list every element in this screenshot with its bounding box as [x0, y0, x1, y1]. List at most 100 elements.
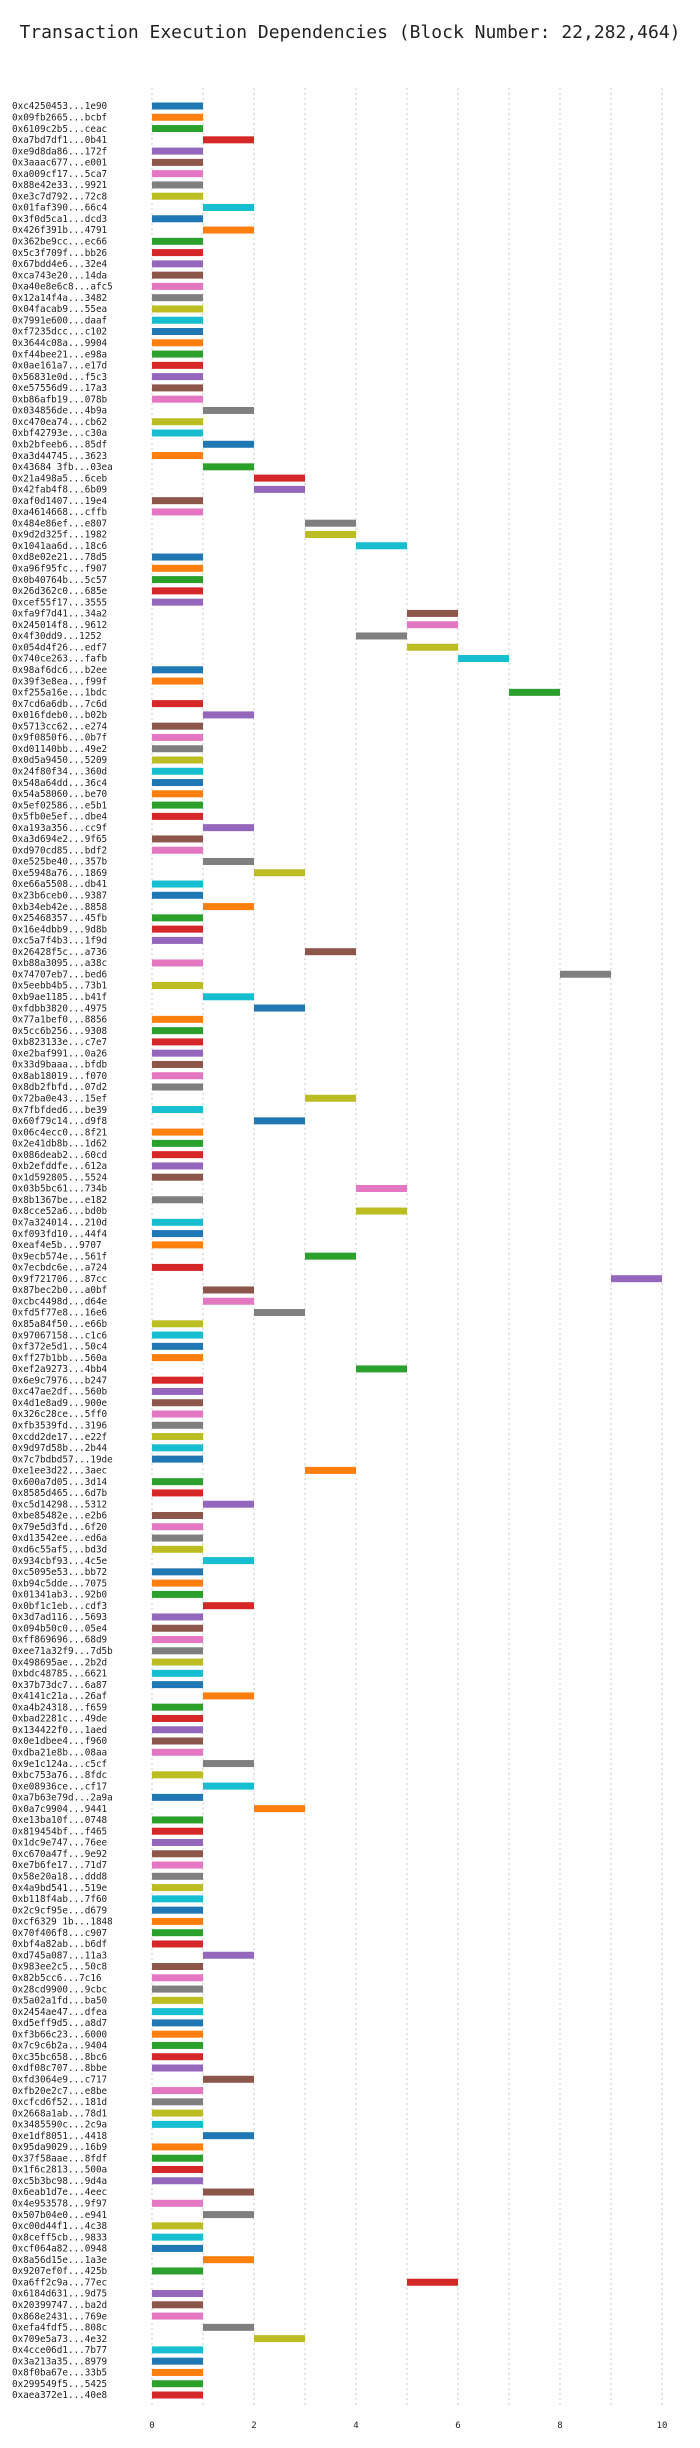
- bar: [152, 1106, 203, 1114]
- bar: [152, 1455, 203, 1463]
- bar: [152, 1433, 203, 1441]
- y-tick-label: 0xb2efddfe...612a: [12, 1161, 107, 1172]
- y-tick-label: 0x39f3e8ea...f99f: [12, 676, 107, 687]
- bar: [152, 2222, 203, 2230]
- y-tick-label: 0x326c28ce...5ff0: [12, 1409, 107, 1420]
- bar: [152, 2267, 203, 2275]
- y-tick-label: 0x5713cc62...e274: [12, 721, 108, 732]
- bar: [152, 1884, 203, 1892]
- x-tick-label: 6: [455, 2421, 460, 2431]
- bar: [305, 948, 356, 956]
- y-tick-label: 0xbad2281c...49de: [12, 1714, 108, 1725]
- y-tick-label: 0x0a7c9904...9441: [12, 1804, 107, 1815]
- x-tick-label: 4: [353, 2421, 358, 2431]
- bar: [152, 1196, 203, 1204]
- bar: [203, 2323, 254, 2331]
- bar: [152, 2380, 203, 2388]
- y-tick-label: 0xd01140bb...49e2: [12, 744, 107, 755]
- y-tick-label: 0xf372e5d1...50c4: [12, 1342, 108, 1353]
- y-tick-label: 0x5a02a1fd...ba50: [12, 1996, 107, 2007]
- bar: [152, 564, 203, 572]
- y-tick-label: 0xbf4a82ab...b6df: [12, 1939, 107, 1950]
- y-tick-label: 0xff27b1bb...560a: [12, 1353, 107, 1364]
- y-tick-label: 0x88e42e33...9921: [12, 180, 107, 191]
- bar: [203, 1951, 254, 1959]
- bar: [203, 1602, 254, 1610]
- y-tick-label: 0xc470ea74...cb62: [12, 417, 107, 428]
- bar: [152, 1579, 203, 1587]
- bar: [152, 1511, 203, 1519]
- bar: [152, 2008, 203, 2016]
- y-tick-label: 0xfa9f7d41...34a2: [12, 609, 107, 620]
- y-tick-label: 0xcf6329 1b...1848: [12, 1917, 113, 1928]
- bar: [152, 1376, 203, 1384]
- bar-layer: [152, 102, 662, 2399]
- y-tick-label: 0xc670a47f...9e92: [12, 1849, 107, 1860]
- bar: [152, 305, 203, 313]
- y-tick-label: 0x60f79c14...d9f8: [12, 1116, 107, 1127]
- y-tick-label: 0xf3b66c23...6000: [12, 2029, 107, 2040]
- bar: [152, 2053, 203, 2061]
- bar: [152, 553, 203, 561]
- y-tick-label: 0xa3d44745...3623: [12, 451, 107, 462]
- y-tick-label: 0x25468357...45fb: [12, 913, 108, 924]
- y-tick-label: 0xe66a5508...db41: [12, 879, 107, 890]
- y-tick-label: 0xcdd2de17...e22f: [12, 1432, 107, 1443]
- bar: [152, 1128, 203, 1136]
- y-tick-label: 0x09fb2665...bcbf: [12, 112, 107, 123]
- y-tick-label: 0x054d4f26...edf7: [12, 642, 107, 653]
- bar: [152, 1534, 203, 1542]
- bar: [152, 1636, 203, 1644]
- y-tick-label: 0xc00d44f1...4c38: [12, 2221, 107, 2232]
- bar: [152, 1151, 203, 1159]
- bar: [254, 2335, 305, 2343]
- y-tick-label: 0xe1df8051...4418: [12, 2131, 107, 2142]
- bar: [152, 1906, 203, 1914]
- y-tick-label: 0x7c9c6b2a...9404: [12, 2041, 108, 2052]
- y-tick-label: 0x2e41db8b...1d62: [12, 1139, 107, 1150]
- y-tick-label: 0xb118f4ab...7f60: [12, 1894, 107, 1905]
- y-tick-label: 0xe525be40...357b: [12, 857, 108, 868]
- bar: [152, 373, 203, 381]
- bar: [152, 1342, 203, 1350]
- bar: [407, 643, 458, 651]
- y-tick-label: 0xcfcd6f52...181d: [12, 2097, 107, 2108]
- y-tick-label: 0x8db2fbfd...07d2: [12, 1082, 107, 1093]
- bar: [152, 1793, 203, 1801]
- y-tick-label: 0x3aaac677...e001: [12, 158, 107, 169]
- x-tick-label: 0: [149, 2421, 154, 2431]
- y-tick-label: 0xe2baf991...0a26: [12, 1048, 107, 1059]
- y-tick-label: 0xa7b63e79d...2a9a: [12, 1793, 113, 1804]
- bar: [152, 587, 203, 595]
- y-tick-label: 0x24f80f34...360d: [12, 766, 107, 777]
- y-tick-label: 0x26d362c0...685e: [12, 586, 108, 597]
- y-tick-label: 0xa96f95fc...f907: [12, 564, 107, 575]
- y-tick-label: 0x82b5cc6...7c16: [12, 1973, 102, 1984]
- y-tick-label: 0xf7235dcc...c102: [12, 327, 107, 338]
- bar: [152, 1714, 203, 1722]
- y-tick-label: 0xaf0d1407...19e4: [12, 496, 108, 507]
- y-tick-label: 0xaea372e1...40e8: [12, 2390, 107, 2401]
- y-tick-label: 0x2c9cf95e...d679: [12, 1905, 107, 1916]
- bar: [254, 869, 305, 877]
- y-tick-label: 0xa40e8e6c8...afc5: [12, 282, 113, 293]
- y-tick-label: 0xc5a7f4b3...1f9d: [12, 936, 107, 947]
- y-tick-label: 0x77a1bef0...8856: [12, 1015, 107, 1026]
- y-tick-label: 0xe57556d9...17a3: [12, 383, 107, 394]
- bar: [152, 1015, 203, 1023]
- y-tick-label: 0x9d97d58b...2b44: [12, 1443, 108, 1454]
- bar: [203, 1500, 254, 1508]
- y-tick-label: 0xd6c55af5...bd3d: [12, 1545, 107, 1556]
- y-tick-label: 0x8f0ba67e...33b5: [12, 2368, 107, 2379]
- y-tick-label: 0xd970cd85...bdf2: [12, 845, 107, 856]
- y-tick-label: 0x3644c08a...9904: [12, 338, 108, 349]
- y-tick-label: 0x7fbfded6...be39: [12, 1105, 107, 1116]
- bar: [152, 1658, 203, 1666]
- bar: [152, 1827, 203, 1835]
- bar: [203, 1782, 254, 1790]
- bar: [152, 576, 203, 584]
- y-tick-label: 0x5eebb4b5...73b1: [12, 981, 107, 992]
- bar: [152, 1590, 203, 1598]
- bar: [152, 1478, 203, 1486]
